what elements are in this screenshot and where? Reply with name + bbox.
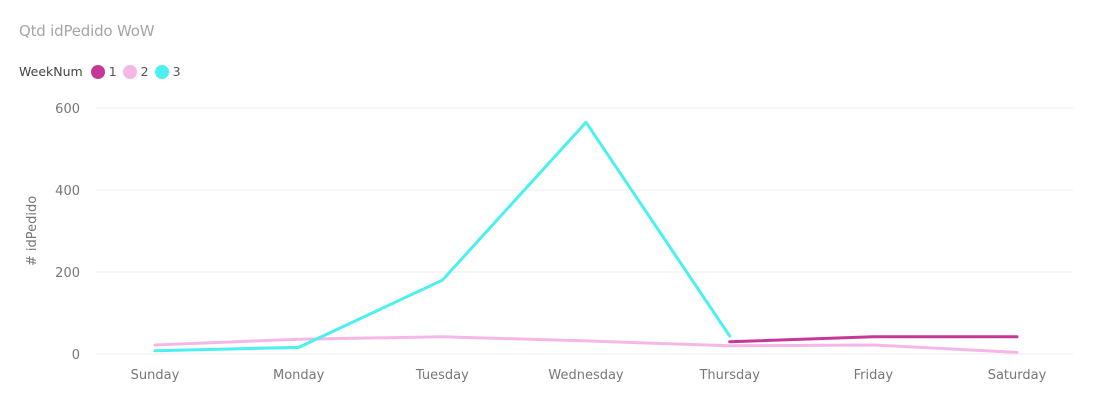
x-tick-label: Monday	[273, 368, 325, 383]
y-tick-label: 0	[72, 348, 80, 363]
y-tick-label: 400	[55, 184, 80, 199]
legend-label-series-2: 2	[140, 64, 149, 79]
x-tick-label: Tuesday	[415, 368, 469, 383]
chart-legend: WeekNum 1 2 3	[19, 64, 187, 79]
gridlines	[96, 107, 1073, 355]
y-axis-ticks: 0 200 400 600	[55, 102, 80, 363]
y-tick-label: 600	[55, 102, 80, 117]
x-tick-label: Sunday	[131, 368, 180, 383]
series-line-week-2[interactable]	[153, 335, 1019, 354]
x-tick-label: Saturday	[988, 368, 1047, 383]
x-tick-label: Thursday	[698, 368, 760, 383]
series-line-week-1[interactable]	[728, 335, 1019, 344]
legend-marker-series-1	[90, 64, 105, 79]
legend-title: WeekNum	[19, 64, 83, 79]
legend-label-series-3: 3	[172, 64, 181, 79]
legend-label-series-1: 1	[108, 64, 117, 79]
x-axis-ticks: Sunday Monday Tuesday Wednesday Thursday Frid…	[131, 368, 1047, 383]
series-line-week-3[interactable]	[153, 120, 732, 353]
legend-item-series-1[interactable]: 1	[90, 64, 117, 79]
x-tick-label: Friday	[854, 368, 894, 383]
legend-item-series-2[interactable]: 2	[122, 64, 149, 79]
legend-item-series-3[interactable]: 3	[154, 64, 181, 79]
series-lines	[153, 120, 1019, 354]
chart-title: Qtd idPedido WoW	[19, 22, 155, 40]
legend-marker-series-2	[122, 64, 137, 79]
y-axis-title: # idPedido	[25, 196, 40, 266]
y-tick-label: 200	[55, 266, 80, 281]
legend-marker-series-3	[154, 64, 169, 79]
x-tick-label: Wednesday	[548, 368, 624, 383]
